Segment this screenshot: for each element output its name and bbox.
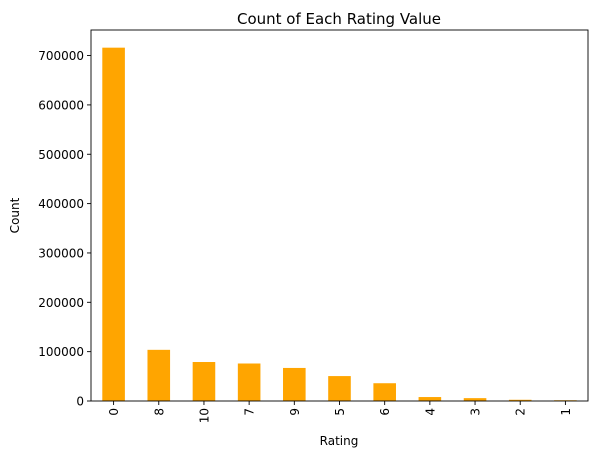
y-tick-label: 0 — [76, 395, 84, 409]
plot-frame — [90, 29, 589, 402]
bars-group — [102, 47, 577, 402]
bar-8 — [147, 349, 171, 401]
y-axis-label: Count — [8, 197, 22, 233]
y-tick-label: 400000 — [38, 197, 84, 211]
y-tick-label: 600000 — [38, 98, 84, 112]
x-tick-label: 10 — [197, 408, 211, 423]
x-axis-ticks: 0 8 10 7 9 5 6 4 3 2 1 — [107, 401, 573, 423]
x-tick-label: 5 — [333, 408, 347, 416]
x-tick-label: 8 — [152, 408, 166, 416]
x-tick-label: 0 — [107, 408, 121, 416]
x-axis-label: Rating — [320, 434, 359, 448]
bar-2 — [508, 399, 532, 401]
y-tick-label: 100000 — [38, 345, 84, 359]
x-tick-label: 3 — [469, 408, 483, 416]
bar-7 — [237, 363, 261, 401]
x-tick-label: 2 — [514, 408, 528, 416]
bar-6 — [373, 383, 396, 401]
bar-0 — [102, 47, 125, 402]
chart-title: Count of Each Rating Value — [237, 10, 441, 28]
y-tick-label: 700000 — [38, 49, 84, 63]
y-axis-ticks: 0 100000 200000 300000 400000 500000 600000 700… — [38, 49, 91, 409]
y-tick-label: 300000 — [38, 246, 84, 260]
bar-4 — [418, 397, 442, 401]
x-tick-label: 6 — [378, 408, 392, 416]
x-tick-label: 9 — [288, 408, 302, 416]
bar-9 — [283, 367, 306, 401]
x-tick-label: 1 — [559, 408, 573, 416]
y-tick-label: 200000 — [38, 296, 84, 310]
bar-3 — [463, 398, 487, 401]
x-tick-label: 7 — [243, 408, 257, 416]
x-tick-label: 4 — [423, 408, 437, 416]
bar-5 — [328, 376, 351, 401]
y-tick-label: 500000 — [38, 148, 84, 162]
bar-10 — [192, 362, 216, 401]
